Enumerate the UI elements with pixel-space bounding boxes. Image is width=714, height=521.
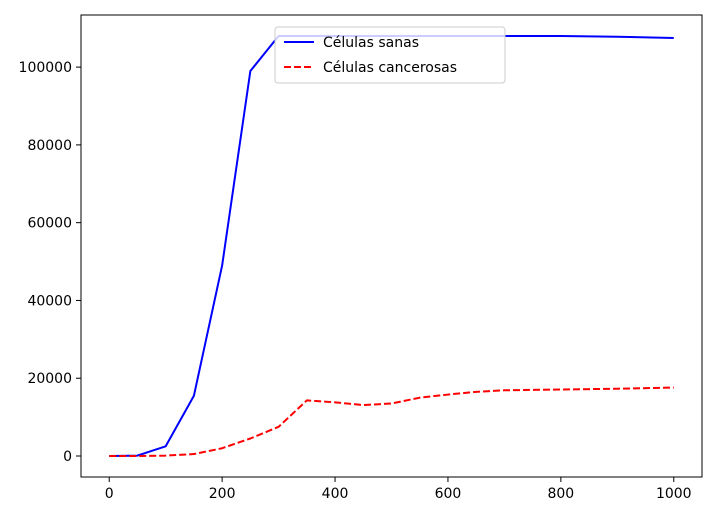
x-axis: 0 200 400 600 800 1000 [105,477,692,502]
x-tick-label: 1000 [656,486,692,502]
x-tick-label: 200 [209,486,236,502]
series-layer [109,35,674,457]
x-tick-label: 600 [435,486,462,502]
legend-box [274,26,506,84]
x-tick-label: 0 [105,486,114,502]
y-tick-label: 20000 [27,371,72,387]
plot-frame [80,14,703,478]
y-axis: 0 20000 40000 60000 80000 100000 [19,60,81,465]
y-tick-label: 60000 [27,216,72,232]
y-tick-label: 100000 [19,60,72,76]
x-tick-label: 400 [322,486,349,502]
series-line-1 [109,386,674,457]
legend-label-0: Células sanas [323,35,419,51]
x-tick-label: 800 [547,486,574,502]
y-tick-label: 0 [63,449,72,465]
legend: Células sanas Células cancerosas [274,26,506,84]
legend-label-1: Células cancerosas [323,60,457,76]
y-tick-label: 80000 [27,138,72,154]
series-line-0 [109,35,674,457]
y-tick-label: 40000 [27,293,72,309]
